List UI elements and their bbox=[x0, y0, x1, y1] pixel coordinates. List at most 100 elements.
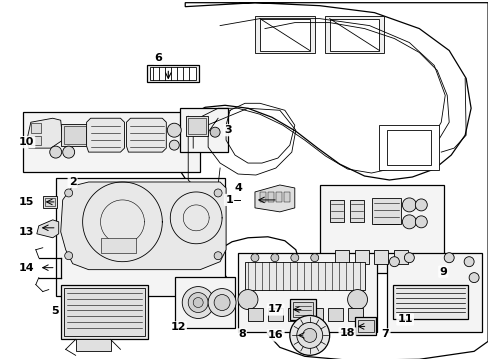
Bar bbox=[23, 112, 200, 172]
Circle shape bbox=[208, 289, 236, 316]
Circle shape bbox=[210, 127, 220, 137]
Circle shape bbox=[167, 123, 181, 137]
Bar bbox=[357, 320, 373, 332]
Bar bbox=[374, 250, 387, 264]
Bar bbox=[244, 262, 364, 289]
Bar bbox=[354, 250, 368, 264]
Bar bbox=[275, 192, 281, 202]
Bar bbox=[329, 200, 343, 222]
Bar bbox=[289, 298, 315, 320]
Bar bbox=[394, 250, 407, 264]
Bar bbox=[354, 318, 376, 336]
Bar bbox=[147, 66, 199, 82]
Bar bbox=[101, 238, 136, 253]
Bar bbox=[42, 196, 57, 208]
Text: 5: 5 bbox=[51, 306, 58, 316]
Circle shape bbox=[214, 189, 222, 197]
Bar bbox=[349, 200, 363, 222]
Bar bbox=[188, 118, 206, 134]
Circle shape bbox=[289, 315, 329, 355]
Circle shape bbox=[404, 253, 413, 263]
Circle shape bbox=[414, 216, 427, 228]
Text: 13: 13 bbox=[19, 227, 34, 237]
Bar bbox=[31, 136, 41, 145]
Bar bbox=[386, 130, 430, 165]
Polygon shape bbox=[27, 118, 62, 148]
Circle shape bbox=[64, 189, 73, 197]
Circle shape bbox=[402, 215, 415, 229]
Bar bbox=[63, 288, 145, 336]
Polygon shape bbox=[170, 3, 487, 360]
Bar bbox=[283, 192, 289, 202]
Bar bbox=[292, 302, 312, 318]
Circle shape bbox=[214, 294, 229, 310]
Bar bbox=[319, 185, 443, 273]
Circle shape bbox=[64, 252, 73, 260]
Circle shape bbox=[270, 254, 278, 262]
Circle shape bbox=[62, 146, 75, 158]
Text: 11: 11 bbox=[397, 314, 412, 324]
Circle shape bbox=[402, 198, 415, 212]
Bar bbox=[379, 125, 438, 170]
Polygon shape bbox=[254, 185, 294, 212]
Bar bbox=[386, 253, 481, 332]
Bar bbox=[247, 307, 263, 321]
Bar bbox=[76, 339, 110, 351]
Bar bbox=[371, 198, 401, 224]
Circle shape bbox=[214, 252, 222, 260]
Bar bbox=[347, 307, 362, 321]
Circle shape bbox=[443, 253, 453, 263]
Bar bbox=[186, 116, 208, 136]
Polygon shape bbox=[126, 118, 166, 152]
Bar bbox=[238, 253, 377, 332]
Circle shape bbox=[468, 273, 478, 283]
Bar bbox=[150, 67, 196, 80]
Text: 8: 8 bbox=[238, 329, 245, 339]
Text: 18: 18 bbox=[339, 328, 354, 338]
Circle shape bbox=[463, 257, 473, 267]
Bar bbox=[329, 19, 379, 50]
Text: 14: 14 bbox=[19, 263, 35, 273]
Bar bbox=[61, 285, 148, 339]
Text: 6: 6 bbox=[154, 54, 162, 63]
Bar bbox=[31, 123, 41, 133]
Bar bbox=[267, 307, 282, 321]
Bar bbox=[180, 108, 227, 152]
Circle shape bbox=[238, 289, 258, 310]
Circle shape bbox=[388, 257, 399, 267]
Circle shape bbox=[50, 146, 61, 158]
Circle shape bbox=[169, 140, 179, 150]
Bar bbox=[45, 198, 55, 206]
Circle shape bbox=[188, 293, 208, 312]
Circle shape bbox=[296, 323, 322, 348]
Polygon shape bbox=[86, 118, 124, 152]
Text: 7: 7 bbox=[381, 329, 388, 339]
Bar bbox=[334, 250, 348, 264]
Polygon shape bbox=[61, 182, 225, 270]
Bar bbox=[324, 15, 384, 54]
Circle shape bbox=[347, 289, 367, 310]
Text: 15: 15 bbox=[19, 197, 34, 207]
Polygon shape bbox=[37, 220, 59, 238]
Circle shape bbox=[310, 254, 318, 262]
Circle shape bbox=[250, 254, 259, 262]
Circle shape bbox=[182, 287, 214, 319]
Text: 3: 3 bbox=[224, 125, 232, 135]
Bar bbox=[260, 19, 309, 50]
Bar bbox=[287, 307, 302, 321]
Text: 9: 9 bbox=[438, 267, 447, 276]
Text: 16: 16 bbox=[267, 330, 283, 341]
Bar bbox=[56, 178, 224, 296]
Text: 4: 4 bbox=[234, 183, 242, 193]
Text: 10: 10 bbox=[19, 137, 34, 147]
Bar bbox=[260, 192, 265, 202]
Bar bbox=[267, 192, 273, 202]
Bar bbox=[61, 124, 88, 146]
Bar bbox=[175, 276, 235, 328]
Circle shape bbox=[290, 254, 298, 262]
Bar bbox=[327, 307, 342, 321]
Bar bbox=[393, 285, 467, 319]
Text: 17: 17 bbox=[267, 305, 283, 315]
Text: 2: 2 bbox=[68, 177, 76, 187]
Circle shape bbox=[302, 328, 316, 342]
